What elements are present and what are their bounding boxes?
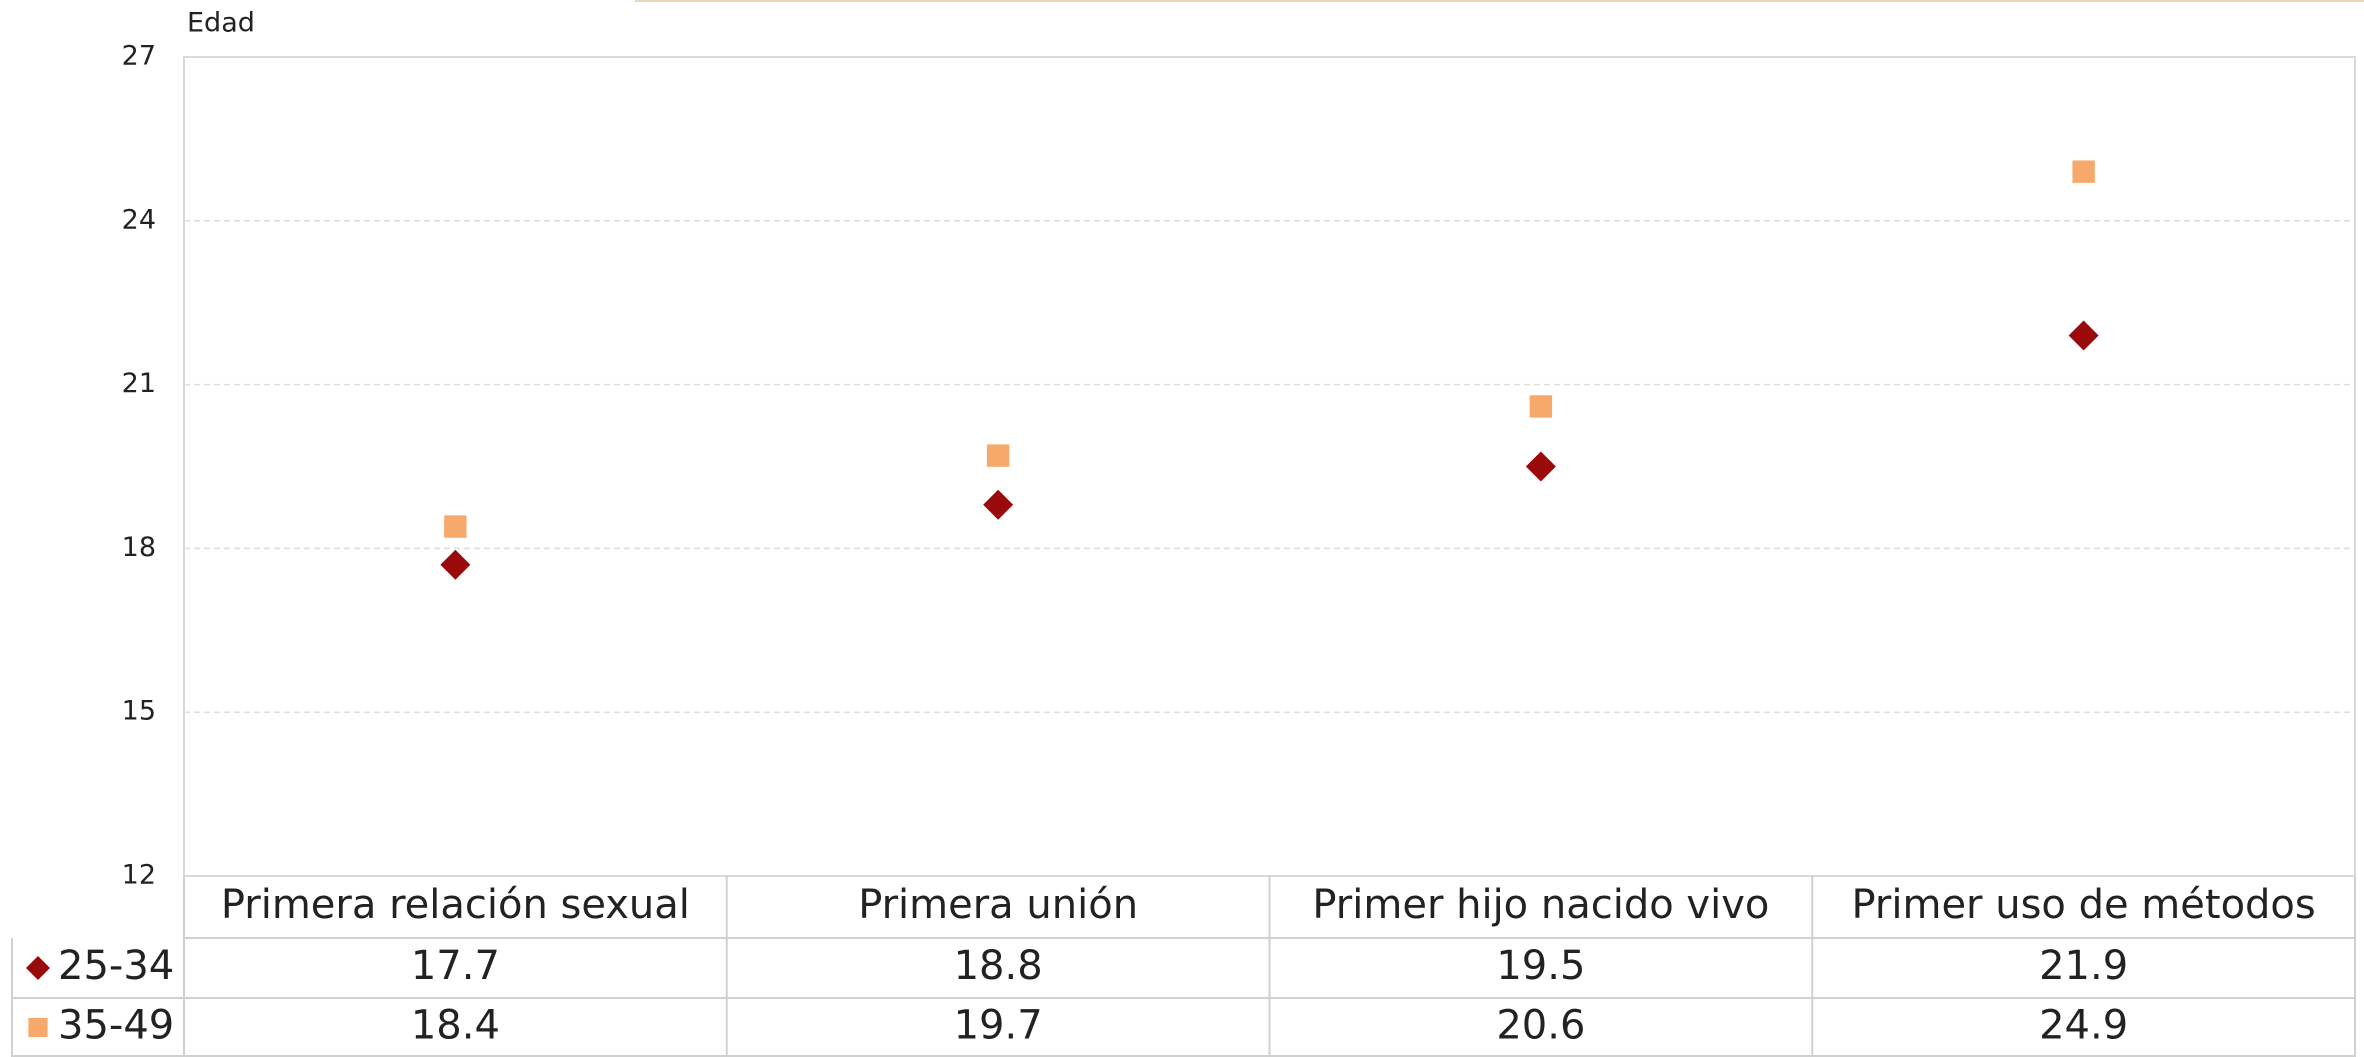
y-axis-label: Edad bbox=[187, 8, 255, 39]
marker-square bbox=[444, 515, 467, 538]
x-category-label: Primera relación sexual bbox=[221, 882, 690, 928]
legend-label: 35-49 bbox=[58, 1003, 174, 1049]
y-tick-label: 24 bbox=[122, 204, 156, 235]
marker-square bbox=[2072, 160, 2095, 183]
y-tick-label: 12 bbox=[122, 860, 156, 891]
marker-diamond bbox=[983, 489, 1014, 520]
marker-square bbox=[28, 1017, 48, 1038]
x-category-label: Primer hijo nacido vivo bbox=[1312, 882, 1769, 928]
marker-diamond bbox=[26, 956, 50, 980]
marker-diamond bbox=[440, 549, 471, 580]
y-tick-label: 27 bbox=[122, 41, 156, 72]
table-value: 18.4 bbox=[411, 1003, 500, 1049]
y-tick-label: 15 bbox=[122, 696, 156, 727]
table-value: 19.7 bbox=[954, 1003, 1043, 1049]
table-value: 18.8 bbox=[954, 943, 1043, 989]
table-value: 21.9 bbox=[2039, 943, 2128, 989]
x-category-label: Primer uso de métodos bbox=[1852, 882, 2316, 928]
legend-label: 25-34 bbox=[58, 943, 174, 989]
marker-diamond bbox=[2068, 320, 2099, 351]
table-value: 24.9 bbox=[2039, 1003, 2128, 1049]
y-tick-label: 21 bbox=[122, 368, 156, 399]
marker-diamond bbox=[1525, 451, 1556, 482]
marker-square bbox=[1529, 395, 1553, 418]
x-category-label: Primera unión bbox=[858, 882, 1138, 928]
table-value: 17.7 bbox=[411, 943, 500, 989]
table-value: 20.6 bbox=[1496, 1003, 1585, 1049]
y-tick-label: 18 bbox=[122, 532, 156, 563]
plot-frame bbox=[183, 56, 2356, 877]
marker-square bbox=[986, 444, 1010, 467]
table-value: 19.5 bbox=[1496, 943, 1585, 989]
